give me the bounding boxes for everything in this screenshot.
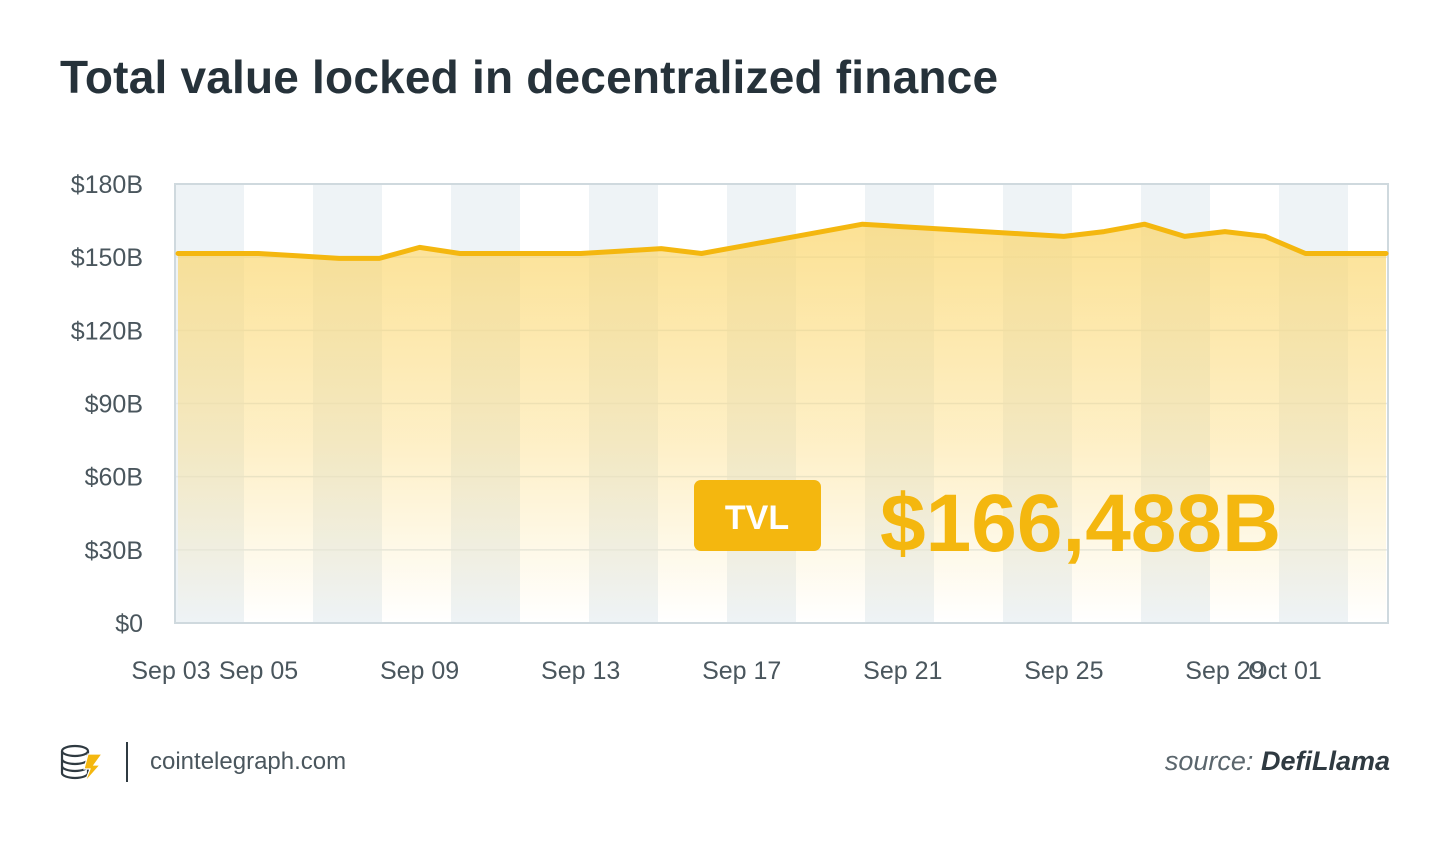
y-tick-label: $0 [115, 610, 143, 638]
x-tick-label: Sep 29 [1185, 657, 1264, 685]
tvl-badge [694, 480, 821, 551]
y-tick-label: $60B [85, 464, 143, 492]
y-axis-ticks: $0 $30B $60B $90B $120B $150B $180B [71, 171, 143, 638]
footer-source: source: DefiLlama [1165, 746, 1390, 777]
tvl-series-line [175, 221, 1389, 261]
x-tick-label: Sep 09 [380, 657, 459, 685]
source-name: DefiLlama [1260, 746, 1390, 776]
footer-site-link[interactable]: cointelegraph.com [150, 748, 347, 775]
x-tick-label: Oct 01 [1248, 657, 1322, 685]
tvl-badge-label: TVL [725, 499, 789, 537]
y-tick-label: $90B [85, 391, 143, 419]
source-prefix: source: [1164, 746, 1254, 776]
x-axis-ticks: Sep 03 Sep 05 Sep 09 Sep 13 Sep 17 Sep 21 Sep … [131, 657, 1321, 685]
chart-title: Total value locked in decentralized fina… [60, 51, 999, 103]
y-tick-label: $120B [71, 317, 143, 345]
x-tick-label: Sep 21 [863, 657, 942, 685]
tvl-annotation: TVL $166,488B [694, 478, 1281, 569]
y-tick-label: $180B [71, 171, 143, 199]
plot-frame [174, 183, 1389, 624]
x-tick-label: Sep 03 [131, 657, 210, 685]
tvl-value-label: $166,488B [880, 478, 1281, 569]
footer-divider [126, 742, 128, 782]
y-tick-label: $30B [85, 537, 143, 565]
x-tick-label: Sep 25 [1024, 657, 1103, 685]
x-tick-label: Sep 13 [541, 657, 620, 685]
x-tick-label: Sep 05 [219, 657, 298, 685]
cointelegraph-logo-icon [60, 744, 104, 783]
x-tick-label: Sep 17 [702, 657, 781, 685]
tvl-area-fill [178, 224, 1386, 623]
y-tick-label: $150B [71, 244, 143, 272]
plot-border [174, 183, 1389, 624]
